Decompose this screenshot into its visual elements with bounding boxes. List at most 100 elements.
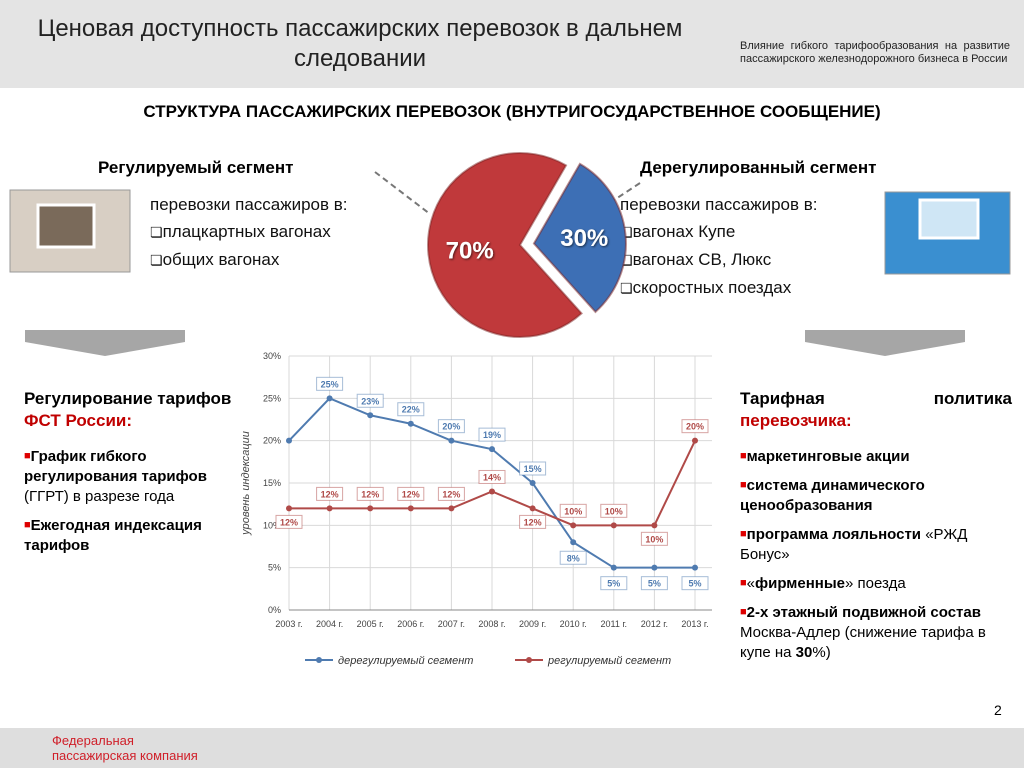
text-run: 30 [795, 644, 813, 661]
value-label: 12% [402, 489, 420, 499]
text-run: программа лояльности [746, 526, 922, 543]
bullet: система динамического ценообразования [740, 475, 1012, 516]
x-tick-label: 2007 г. [438, 619, 465, 629]
list-item: плацкартных вагонах [150, 218, 348, 246]
photo-window [918, 198, 980, 240]
x-tick-label: 2012 г. [641, 619, 668, 629]
value-label-box [519, 461, 547, 476]
value-label: 12% [361, 489, 379, 499]
value-label: 20% [686, 422, 704, 432]
value-label-box [356, 393, 384, 408]
data-point [651, 522, 658, 529]
text-run: » поезда [845, 575, 906, 592]
text-run: Ежегодная индексация тарифов [24, 517, 202, 554]
x-tick-label: 2010 г. [560, 619, 587, 629]
text-run: система динамического ценообразования [740, 477, 925, 514]
data-point [610, 522, 617, 529]
pie-label: 30% [560, 225, 608, 252]
value-label-box [478, 427, 506, 442]
bullet: Ежегодная индексация тарифов [24, 515, 234, 556]
x-tick-label: 2011 г. [601, 619, 628, 629]
value-label: 10% [564, 506, 582, 516]
text-run: перевозчика: [740, 411, 852, 430]
text-run: Москва-Адлер (снижение тарифа в купе на [740, 624, 986, 661]
graphics: 70% 30% 0% 5% 10% 15% 20% 25% 30% 2003 г. 2004 г. 2… [9, 152, 1011, 667]
value-label-box [316, 376, 344, 391]
data-point [407, 505, 414, 512]
legend-label: регулируемый сегмент [547, 655, 671, 667]
section-title: СТРУКТУРА ПАССАЖИРСКИХ ПЕРЕВОЗОК (ВНУТРИ… [143, 102, 881, 121]
value-label: 12% [321, 489, 339, 499]
value-label: 19% [483, 430, 501, 440]
panel-heading: Тарифная политика перевозчика: [740, 388, 1012, 432]
footer [0, 728, 1024, 768]
data-point [529, 505, 536, 512]
value-label: 23% [361, 396, 379, 406]
slide-title: Ценовая доступность пассажирских перевоз… [37, 15, 683, 72]
bullets: маркетинговые акции система динамического… [740, 446, 1012, 663]
bullet: График гибкого регулирования тарифов (ГГ… [24, 446, 234, 507]
y-tick-label: 5% [268, 563, 281, 573]
bullet: «фирменные» поезда [740, 573, 1012, 594]
value-label-box [559, 503, 587, 518]
data-point [529, 480, 536, 486]
bullet: маркетинговые акции [740, 446, 1012, 467]
data-point [489, 446, 495, 453]
value-label: 12% [524, 517, 542, 527]
data-point [692, 437, 698, 444]
left-panel: Регулирование тарифов ФСТ России: График… [24, 388, 234, 564]
value-label-box [437, 419, 465, 434]
text-run: фирменные [755, 575, 846, 592]
text-line: пассажирская компания [52, 748, 198, 763]
y-tick-label: 20% [263, 436, 281, 446]
y-axis-label: уровень индексации [240, 431, 252, 536]
value-label: 5% [688, 579, 701, 589]
data-point [367, 505, 374, 512]
list-item: вагонах СВ, Люкс [620, 246, 818, 274]
value-label-box [397, 402, 425, 417]
panel-heading: Регулирование тарифов ФСТ России: [24, 388, 234, 432]
value-label: 10% [645, 534, 663, 544]
text-run: (ГГРТ) в разрезе года [24, 488, 175, 505]
value-label-box [275, 514, 303, 529]
data-point [326, 395, 333, 402]
y-tick-label: 15% [263, 478, 281, 488]
data-point [286, 437, 292, 444]
segment-list: перевозки пассажиров в: плацкартных вагон… [150, 191, 348, 274]
segment-heading: Регулируемый сегмент [98, 158, 294, 177]
value-label-box [478, 469, 506, 484]
x-tick-label: 2008 г. [478, 619, 505, 629]
company-name: Федеральная пассажирская компания [52, 733, 198, 763]
value-label-box [681, 576, 709, 591]
data-point [448, 505, 455, 512]
text-run: График гибкого регулирования тарифов [24, 448, 207, 485]
text-run: Регулирование тарифов [24, 389, 232, 408]
list-item: скоростных поездах [620, 274, 818, 302]
text-run: %) [812, 644, 831, 661]
pie-slice [427, 152, 583, 338]
list-item: вагонах Купе [620, 218, 818, 246]
value-label: 25% [321, 379, 339, 389]
value-label: 20% [442, 422, 460, 432]
arrow [805, 330, 965, 356]
value-label-box [519, 514, 547, 529]
bullets: График гибкого регулирования тарифов (ГГ… [24, 446, 234, 556]
segment-list: перевозки пассажиров в: вагонах Купевагон… [620, 191, 818, 302]
text-run: Тарифная политика [740, 389, 1012, 408]
value-label: 5% [607, 579, 620, 589]
segment-heading: Дерегулированный сегмент [640, 158, 877, 177]
x-tick-label: 2006 г. [397, 619, 424, 629]
arrow [25, 330, 185, 356]
value-label: 5% [648, 579, 661, 589]
legend-label: дерегулируемый сегмент [338, 655, 473, 667]
value-label: 12% [442, 489, 460, 499]
y-tick-label: 10% [263, 520, 281, 530]
data-point [407, 420, 414, 427]
right-panel: Тарифная политика перевозчика: маркетинг… [740, 388, 1012, 671]
page-number: 2 [994, 702, 1002, 718]
text-run: ФСТ России: [24, 411, 133, 430]
y-tick-label: 25% [263, 393, 281, 403]
text-run: « [746, 575, 755, 592]
value-label-box [316, 486, 344, 501]
